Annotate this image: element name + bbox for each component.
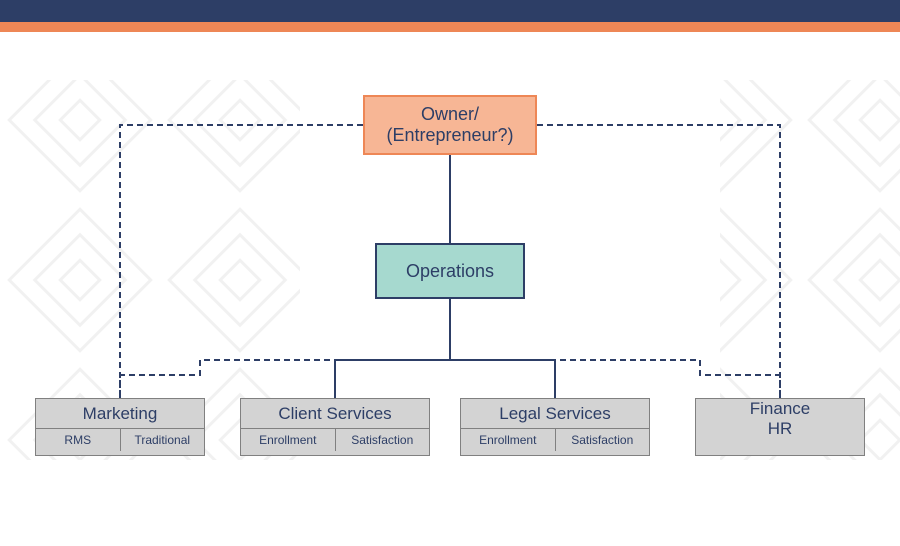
- node-legal-services: Legal Services Enrollment Satisfaction: [460, 398, 650, 456]
- node-marketing-sub-1: Traditional: [120, 429, 205, 451]
- node-marketing-label: Marketing: [83, 399, 158, 428]
- node-legal-sub-0: Enrollment: [461, 429, 555, 451]
- node-client-sub-0: Enrollment: [241, 429, 335, 451]
- node-legal-sub-1: Satisfaction: [555, 429, 650, 451]
- node-client-services: Client Services Enrollment Satisfaction: [240, 398, 430, 456]
- node-finance-label: Finance HR: [750, 399, 810, 438]
- node-operations: Operations: [375, 243, 525, 299]
- node-client-label: Client Services: [278, 399, 391, 428]
- node-legal-subrow: Enrollment Satisfaction: [461, 428, 649, 451]
- node-finance-hr: Finance HR: [695, 398, 865, 456]
- banner-accent: [0, 22, 900, 32]
- node-marketing-sub-0: RMS: [36, 429, 120, 451]
- node-operations-label: Operations: [406, 261, 494, 282]
- node-owner: Owner/ (Entrepreneur?): [363, 95, 537, 155]
- node-client-sub-1: Satisfaction: [335, 429, 430, 451]
- node-marketing: Marketing RMS Traditional: [35, 398, 205, 456]
- node-owner-label: Owner/ (Entrepreneur?): [386, 104, 513, 145]
- node-legal-label: Legal Services: [499, 399, 611, 428]
- node-marketing-subrow: RMS Traditional: [36, 428, 204, 451]
- node-client-subrow: Enrollment Satisfaction: [241, 428, 429, 451]
- banner-top: [0, 0, 900, 22]
